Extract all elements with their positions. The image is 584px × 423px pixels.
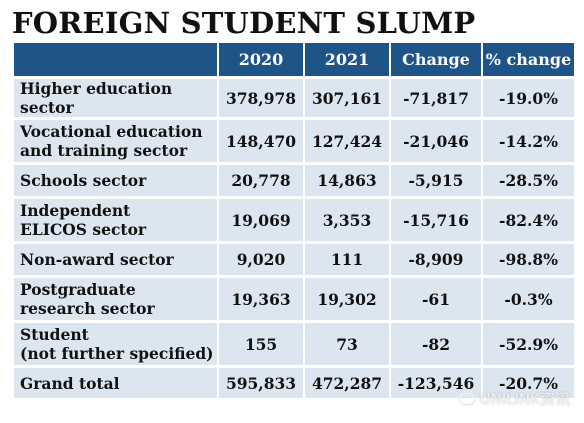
cell-pct-change: -28.5%	[481, 162, 574, 198]
table-row: Student (not further specified) 155 73 -82 -5…	[14, 320, 574, 367]
row-label: Vocational education and training sector	[14, 117, 218, 164]
cell-pct-change: -98.8%	[481, 241, 574, 277]
cell-pct-change: -0.3%	[481, 275, 574, 322]
cell-pct-change: -19.0%	[481, 76, 574, 119]
table-row: Vocational education and training sector 1…	[14, 117, 574, 164]
row-label-line: research sector	[20, 299, 155, 318]
row-label-line: Vocational education	[20, 122, 203, 141]
cell-pct-change: -20.7%	[481, 365, 574, 398]
cell-change: -21,046	[389, 117, 482, 164]
cell-2020: 595,833	[217, 365, 304, 398]
header-cell-label	[14, 43, 218, 78]
row-label-line: Non-award sector	[20, 250, 174, 269]
row-label: Higher education sector	[14, 76, 218, 119]
cell-change: -82	[389, 320, 482, 367]
cell-change: -5,915	[389, 162, 482, 198]
header-cell-2021: 2021	[303, 43, 390, 78]
header-cell-pct-change: % change	[481, 43, 574, 78]
row-label: Schools sector	[14, 162, 218, 198]
row-label: Non-award sector	[14, 241, 218, 277]
row-label-line: Grand total	[20, 373, 120, 393]
row-label-line: Student	[20, 325, 89, 344]
cell-2020: 148,470	[217, 117, 304, 164]
cell-2021: 3,353	[303, 196, 390, 243]
cell-2021: 19,302	[303, 275, 390, 322]
cell-2020: 20,778	[217, 162, 304, 198]
row-label: Student (not further specified)	[14, 320, 218, 367]
table-row: Non-award sector 9,020 111 -8,909 -98.8%	[14, 241, 574, 277]
cell-change: -15,716	[389, 196, 482, 243]
cell-2021: 307,161	[303, 76, 390, 119]
cell-change: -8,909	[389, 241, 482, 277]
cell-pct-change: -52.9%	[481, 320, 574, 367]
cell-2020: 19,363	[217, 275, 304, 322]
row-label-line: Higher education sector	[20, 79, 173, 117]
cell-change: -61	[389, 275, 482, 322]
row-label-line: Schools sector	[20, 171, 147, 190]
table-row: Higher education sector 378,978 307,161 -71…	[14, 76, 574, 119]
watermark-text: UNILINK资讯	[479, 390, 570, 408]
cell-pct-change: -14.2%	[481, 117, 574, 164]
chart-title: FOREIGN STUDENT SLUMP	[12, 6, 476, 40]
row-label: Grand total	[14, 365, 218, 398]
table-row: Independent ELICOS sector 19,069 3,353 -15,7…	[14, 196, 574, 243]
table-row: Postgraduate research sector 19,363 19,302-…	[14, 275, 574, 322]
table-row: Grand total 595,833 472,287 -123,546 -20.7%	[14, 365, 574, 398]
cell-2020: 155	[217, 320, 304, 367]
row-label: Independent ELICOS sector	[14, 196, 218, 243]
data-table: 2020 2021 Change % change Higher educati…	[14, 43, 574, 398]
cell-2020: 378,978	[217, 76, 304, 119]
cell-change: -123,546	[389, 365, 482, 398]
data-table-container: 2020 2021 Change % change Higher educati…	[14, 43, 574, 398]
row-label-line: Postgraduate	[20, 280, 136, 299]
wechat-icon	[457, 391, 476, 406]
row-label: Postgraduate research sector	[14, 275, 218, 322]
row-label-line: ELICOS sector	[20, 220, 147, 239]
cell-2021: 111	[303, 241, 390, 277]
watermark: UNILINK资讯	[457, 388, 570, 409]
cell-2021: 14,863	[303, 162, 390, 198]
cell-2021: 472,287	[303, 365, 390, 398]
header-row: 2020 2021 Change % change	[14, 43, 574, 78]
row-label-line: (not further specified)	[20, 344, 214, 363]
cell-change: -71,817	[389, 76, 482, 119]
header-cell-change: Change	[389, 43, 482, 78]
table-row: Schools sector 20,778 14,863 -5,915 -28.5%	[14, 162, 574, 198]
cell-pct-change: -82.4%	[481, 196, 574, 243]
header-cell-2020: 2020	[217, 43, 304, 78]
row-label-line: and training sector	[20, 141, 188, 160]
cell-2021: 73	[303, 320, 390, 367]
cell-2020: 9,020	[217, 241, 304, 277]
row-label-line: Independent	[20, 201, 131, 220]
cell-2020: 19,069	[217, 196, 304, 243]
cell-2021: 127,424	[303, 117, 390, 164]
